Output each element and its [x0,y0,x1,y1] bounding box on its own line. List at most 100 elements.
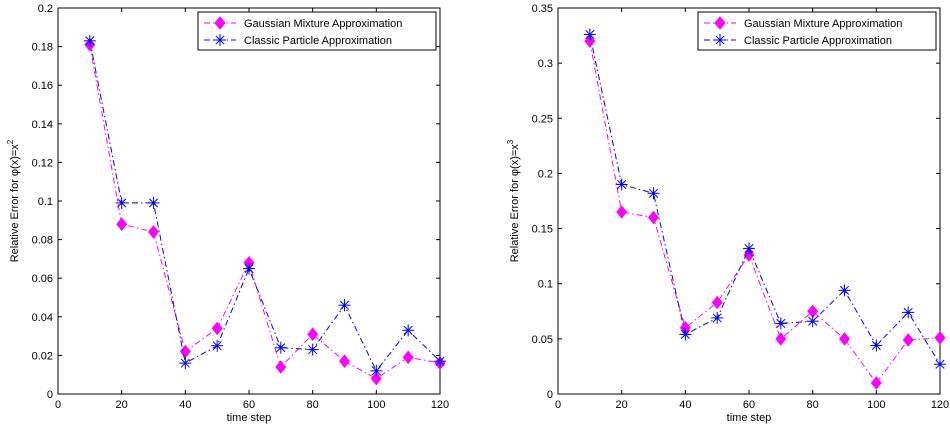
asterisk-stroke [371,366,381,376]
legend-marker-asterisk [714,34,726,46]
x-axis-label: time step [727,412,772,424]
y-tick-label: 0 [47,389,53,401]
y-tick-label: 0.1 [38,196,53,208]
data-point-diamond [870,376,882,390]
series-gaussian-mixture [584,34,946,390]
legend-marker-diamond [214,16,226,30]
y-tick-label: 0.06 [32,273,53,285]
y-tick-label: 0.35 [532,3,553,15]
asterisk-stroke [339,300,350,310]
data-point-asterisk [870,339,883,352]
y-tick-label: 0.3 [538,58,553,70]
y-tick-label: 0.12 [32,157,53,169]
data-point-asterisk [774,317,787,330]
x-tick-label: 120 [931,399,949,411]
x-tick-label: 100 [367,399,385,411]
asterisk-stroke [808,316,818,326]
data-point-asterisk [83,34,96,47]
y-tick-label: 0.25 [532,113,553,125]
x-tick-label: 40 [679,399,691,411]
data-point-asterisk [370,364,383,377]
plot-frame [557,7,941,395]
asterisk-stroke [585,29,595,40]
data-point-asterisk [902,306,915,319]
y-axis-label-function: φ(x)=x [509,144,521,176]
y-tick-label: 0.02 [32,350,53,362]
asterisk-stroke [148,198,159,208]
y-axis-label-text: Relative Error for [9,176,21,262]
legend: Gaussian Mixture Approximation Classic Pa… [697,11,937,51]
data-point-diamond [307,327,319,342]
asterisk-stroke [935,359,945,369]
asterisk-stroke [85,36,95,46]
data-point-diamond [179,344,191,359]
data-point-diamond [934,330,946,345]
data-point-diamond [148,225,159,239]
legend-entry: Classic Particle Approximation [704,34,892,47]
asterisk-stroke [215,35,225,45]
data-point-asterisk [402,324,415,337]
asterisk-stroke [680,329,690,339]
data-point-asterisk [147,196,160,209]
y-tick-label: 0.05 [532,334,553,346]
y-tick-label: 0.15 [532,224,553,236]
asterisk-stroke [871,340,881,351]
asterisk-stroke [648,188,659,198]
data-point-diamond [616,205,628,219]
y-tick-label: 0.16 [32,80,53,92]
data-point-asterisk [934,358,946,371]
data-point-asterisk [838,284,851,297]
series-line [589,34,941,365]
asterisk-stroke [117,198,127,208]
data-point-diamond [339,354,350,369]
asterisk-stroke [212,341,222,351]
legend-entry: Gaussian Mixture Approximation [204,16,402,30]
y-tick-label: 0.2 [538,168,553,180]
x-tick-label: 40 [179,399,191,411]
data-point-asterisk [711,311,724,324]
data-point-asterisk [806,315,819,328]
asterisk-stroke [617,179,627,190]
y-tick-label: 0.18 [32,42,53,54]
y-axis-label-exponent: 2 [6,139,15,144]
legend-marker-asterisk [214,34,226,46]
x-tick-label: 60 [743,399,755,411]
asterisk-stroke [276,343,286,353]
y-axis-label-text: Relative Error for [509,176,521,262]
series-line [89,40,441,372]
x-tick-label: 20 [616,399,628,411]
data-point-asterisk [306,343,319,356]
chart-2: 0 20 40 60 80 100 120 0 0.05 0.1 0.15 0.2 0.25 0.3 0.3… [506,3,949,424]
legend-box [197,11,437,51]
data-point-asterisk [211,339,224,352]
x-tick-label: 100 [867,399,885,411]
x-tick-label: 0 [555,399,561,411]
legend-entry: Classic Particle Approximation [204,34,392,47]
data-point-asterisk [179,357,192,370]
y-tick-label: 0.1 [538,279,553,291]
data-point-asterisk [615,178,628,191]
x-axis-label: time step [227,412,272,424]
asterisk-stroke [244,263,254,274]
x-tick-label: 60 [243,399,255,411]
y-axis-label: Relative Error for φ(x)=x2 [6,139,21,262]
y-tick-label: 0.14 [32,119,53,131]
asterisk-stroke [403,325,413,335]
legend-label: Classic Particle Approximation [744,35,892,47]
legend-entry: Gaussian Mixture Approximation [704,16,902,30]
data-point-diamond [743,248,755,262]
y-tick-label: 0 [547,389,553,401]
legend: Gaussian Mixture Approximation Classic Pa… [197,11,437,51]
legend-box [697,11,937,51]
data-point-asterisk [647,187,660,200]
data-point-diamond [370,371,382,386]
data-point-asterisk [274,341,287,354]
data-point-diamond [839,332,850,346]
data-point-diamond [711,295,723,310]
legend-label: Gaussian Mixture Approximation [244,18,402,30]
data-point-diamond [211,321,223,336]
data-point-asterisk [583,28,596,41]
series-line [589,41,941,384]
